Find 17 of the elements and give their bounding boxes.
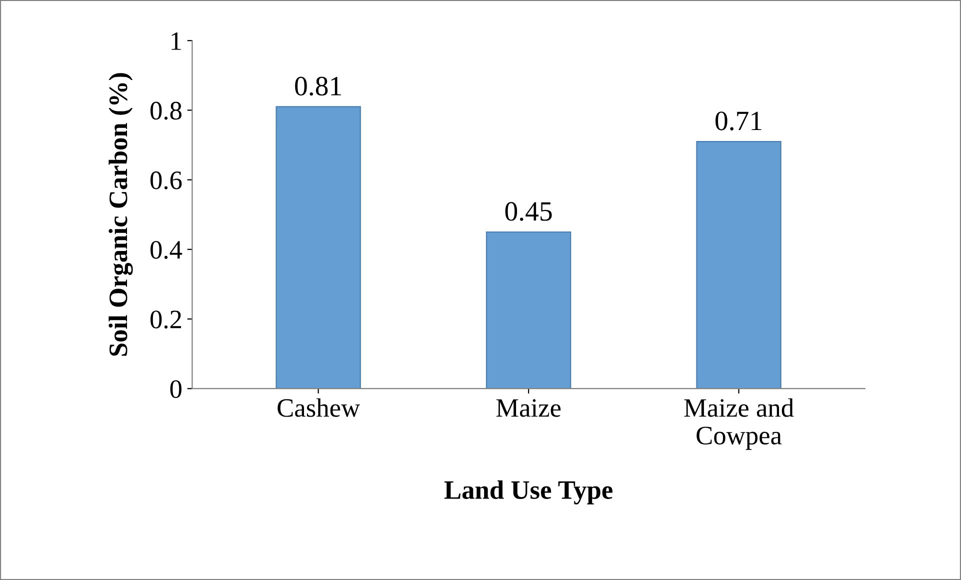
data-label: 0.81: [295, 76, 341, 96]
bar: [486, 231, 572, 389]
x-axis-title: Land Use Type: [444, 480, 612, 504]
y-tick-label: 0: [170, 380, 182, 398]
y-tick-label: 0.6: [150, 171, 182, 190]
y-tick-label: 1: [172, 32, 181, 50]
data-label: 0.71: [716, 112, 762, 130]
data-label: 0.45: [505, 202, 552, 221]
y-tick-label: 0.4: [150, 241, 182, 259]
y-tick-label: 0.8: [150, 102, 182, 120]
y-tick-label: 0.2: [150, 310, 182, 329]
x-tick-label: Cashew: [278, 398, 360, 417]
x-tick-label: Maize and Cowpea: [684, 398, 794, 450]
bar: [276, 106, 361, 389]
x-tick-label: Maize: [496, 399, 561, 417]
y-axis-title: Soil Organic Carbon (%): [108, 73, 133, 356]
bar: [696, 140, 782, 389]
